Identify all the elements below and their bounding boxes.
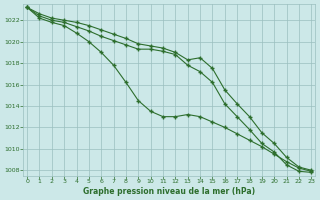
X-axis label: Graphe pression niveau de la mer (hPa): Graphe pression niveau de la mer (hPa) xyxy=(83,187,255,196)
